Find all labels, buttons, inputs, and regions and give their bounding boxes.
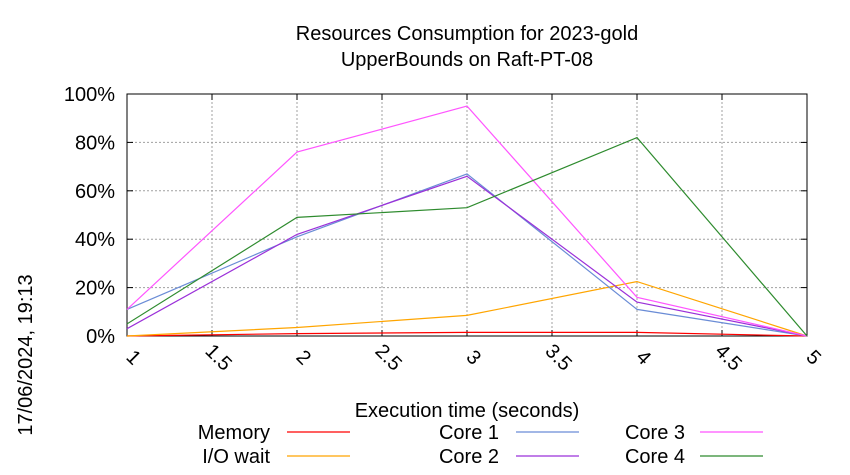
legend-label: Core 2 <box>439 446 499 468</box>
y-tick-label: 60% <box>75 181 115 203</box>
chart-title: Resources Consumption for 2023-gold <box>296 23 638 45</box>
tick-labels: 1 1.5 2 2.5 3 3.5 4 4.5 5 0% 20% 40% 60% 80% 100% <box>64 84 825 375</box>
x-axis-label: Execution time (seconds) <box>355 400 580 422</box>
legend-label: Core 3 <box>625 422 685 444</box>
y-tick-label: 20% <box>75 278 115 300</box>
series-lines <box>126 105 808 337</box>
series-line-core-2 <box>126 175 808 337</box>
x-tick-label: 3 <box>462 346 485 369</box>
y-tick-label: 0% <box>86 326 115 348</box>
legend-label: Memory <box>198 422 270 444</box>
plot-frame <box>126 93 808 337</box>
x-tick-label: 2 <box>292 346 315 369</box>
x-tick-label: 3.5 <box>541 340 576 375</box>
x-tick-label: 2.5 <box>371 340 406 375</box>
series-line-core-1 <box>126 173 808 337</box>
series-line-core-3 <box>126 105 808 337</box>
y-tick-label: 100% <box>64 84 115 106</box>
x-tick-label: 4 <box>632 346 655 369</box>
x-tick-label: 1 <box>122 346 145 369</box>
legend-label: Core 4 <box>625 446 685 468</box>
y-tick-label: 80% <box>75 132 115 154</box>
x-tick-label: 4.5 <box>711 340 746 375</box>
series-line-core-4 <box>126 136 808 337</box>
chart-subtitle: UpperBounds on Raft-PT-08 <box>341 49 593 71</box>
x-tick-label: 1.5 <box>201 340 236 375</box>
legend-label: I/O wait <box>202 446 270 468</box>
axes <box>126 93 808 337</box>
series-line-memory <box>126 331 808 337</box>
legend-label: Core 1 <box>439 422 499 444</box>
grid <box>127 94 807 336</box>
series-line-i-o-wait <box>126 280 808 337</box>
y-tick-label: 40% <box>75 229 115 251</box>
timestamp-label: 17/06/2024, 19:13 <box>15 274 37 435</box>
x-tick-label: 5 <box>802 346 825 369</box>
